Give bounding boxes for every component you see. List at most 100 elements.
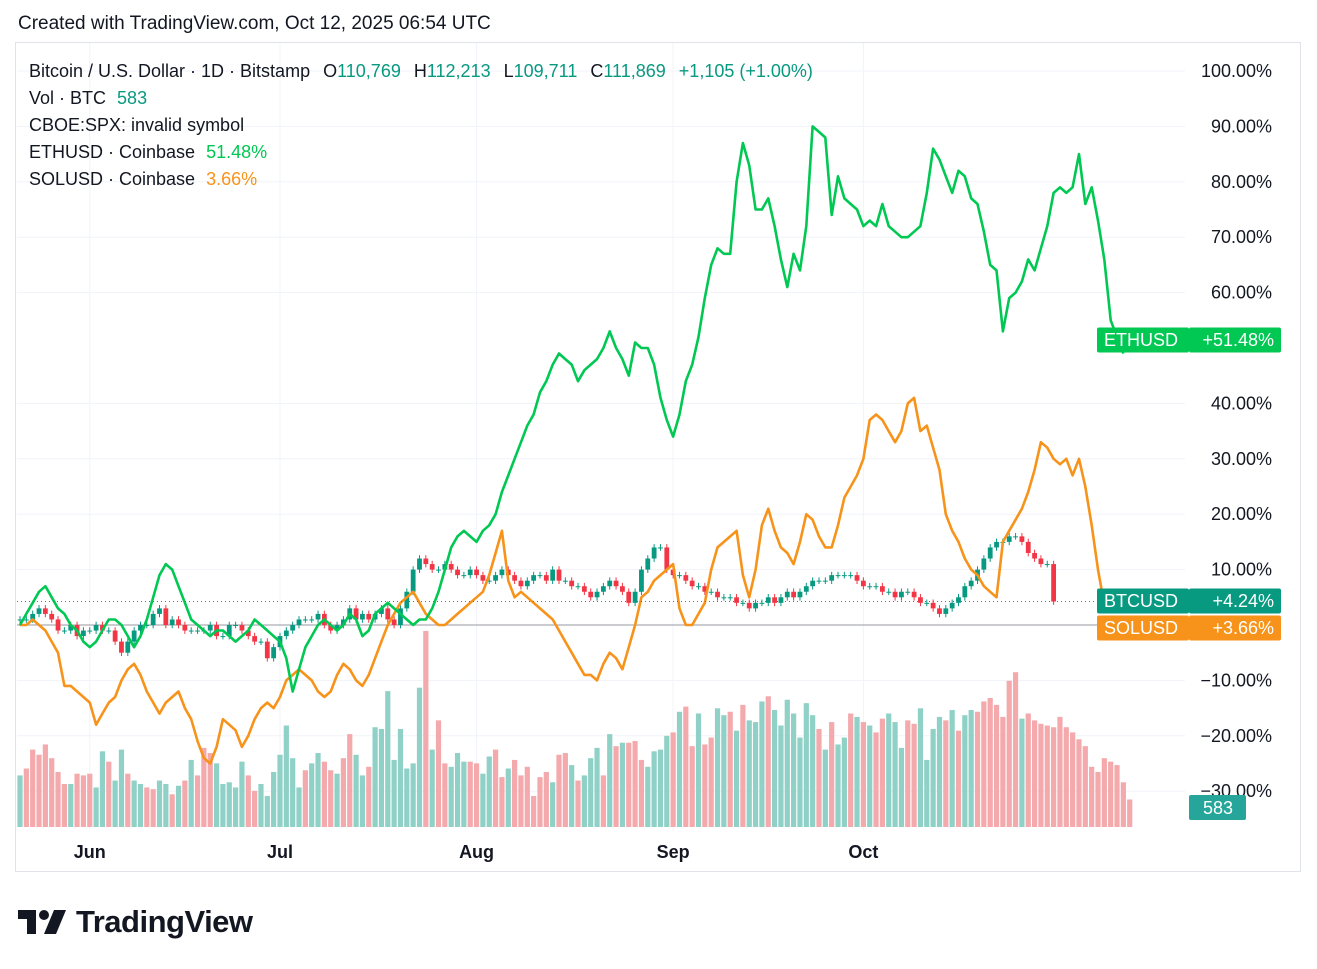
volume-bar bbox=[144, 787, 150, 827]
volume-bar bbox=[61, 784, 67, 827]
btc-candle bbox=[467, 569, 473, 576]
volume-bar bbox=[1063, 727, 1069, 827]
volume-bar bbox=[829, 722, 835, 827]
btc-candle bbox=[353, 608, 359, 620]
chart-frame[interactable] bbox=[15, 42, 1301, 872]
volume-bar bbox=[512, 759, 518, 827]
btc-candle bbox=[956, 597, 961, 603]
ethusd-value-badge bbox=[1189, 327, 1281, 353]
volume-bar bbox=[550, 782, 556, 827]
volume-bar bbox=[245, 775, 251, 827]
volume-bar bbox=[816, 728, 822, 827]
volume-bar bbox=[201, 747, 207, 827]
legend-change-value: +1,105 (+1.00%) bbox=[678, 61, 813, 81]
volume-bar bbox=[1057, 716, 1063, 827]
volume-bar bbox=[150, 789, 156, 827]
legend-spx-label[interactable]: CBOE:SPX: invalid symbol bbox=[29, 115, 245, 135]
volume-bar bbox=[987, 698, 993, 827]
volume-bar bbox=[30, 749, 36, 827]
volume-bar bbox=[873, 732, 879, 827]
legend-eth-label[interactable]: ETHUSD · Coinbase bbox=[29, 142, 196, 162]
volume-bar bbox=[892, 722, 898, 827]
volume-bar bbox=[968, 710, 974, 827]
volume-bar bbox=[442, 763, 448, 827]
volume-bar bbox=[981, 701, 987, 827]
btc-candle bbox=[455, 569, 460, 576]
volume-bar bbox=[524, 766, 530, 827]
volume-bar bbox=[695, 713, 702, 827]
btc-candle bbox=[594, 591, 600, 598]
volume-bar bbox=[435, 720, 442, 827]
btc-candle bbox=[207, 625, 213, 631]
volume-bar bbox=[429, 749, 435, 827]
volume-bar bbox=[163, 784, 169, 827]
btc-candle bbox=[391, 619, 397, 625]
btc-candle bbox=[626, 591, 632, 603]
tradingview-logo-icon bbox=[18, 910, 66, 934]
x-axis-tick-label: Oct bbox=[848, 842, 878, 862]
volume-bar bbox=[803, 703, 809, 827]
legend-vol-label[interactable]: Vol · BTC bbox=[29, 88, 107, 108]
btc-candle bbox=[848, 575, 854, 577]
volume-bar bbox=[708, 737, 714, 827]
volume-bar bbox=[461, 761, 467, 827]
volume-bar bbox=[480, 773, 486, 827]
y-axis-tick-label: 40.00% bbox=[1211, 393, 1272, 413]
tradingview-logo: TradingView bbox=[18, 903, 253, 941]
volume-bar bbox=[600, 775, 606, 827]
y-axis-tick-label: 60.00% bbox=[1211, 283, 1272, 303]
volume-bar bbox=[1038, 723, 1044, 827]
btc-candle bbox=[841, 575, 847, 577]
volume-bar bbox=[233, 787, 239, 827]
btc-candle bbox=[880, 586, 885, 592]
legend-row-sol: SOLUSD · Coinbase 3.66% bbox=[29, 166, 813, 193]
legend-close-label: C bbox=[590, 61, 604, 81]
volume-bar bbox=[791, 713, 797, 827]
volume-bar bbox=[949, 710, 955, 827]
btc-candle bbox=[600, 586, 606, 592]
ethusd-line bbox=[18, 125, 1125, 693]
btc-candle bbox=[689, 580, 695, 587]
volume-bar bbox=[194, 775, 201, 827]
btc-candle bbox=[937, 608, 942, 614]
btc-candle bbox=[264, 641, 270, 659]
btc-candle bbox=[461, 575, 467, 577]
btc-candle bbox=[61, 630, 67, 632]
volume-bar bbox=[467, 761, 473, 827]
btc-candle bbox=[1019, 536, 1025, 542]
volume-bar bbox=[569, 765, 575, 827]
volume-bar bbox=[448, 766, 454, 827]
btc-candle bbox=[334, 625, 340, 631]
btc-candle bbox=[562, 580, 568, 582]
btc-candle bbox=[531, 575, 537, 581]
btc-candle bbox=[759, 602, 765, 604]
volume-bar bbox=[607, 734, 613, 827]
volume-bar bbox=[898, 747, 905, 827]
btc-candle bbox=[17, 619, 23, 621]
volume-bar bbox=[765, 696, 771, 827]
btc-candle bbox=[930, 602, 936, 609]
btc-candle bbox=[835, 575, 841, 577]
btc-candle bbox=[911, 591, 917, 598]
solusd-value-text: +3.66% bbox=[1212, 618, 1274, 638]
btc-candle bbox=[486, 580, 492, 582]
created-with-line: Created with TradingView.com, Oct 12, 20… bbox=[18, 13, 491, 34]
legend-symbol[interactable]: Bitcoin / U.S. Dollar · 1D · Bitstamp bbox=[29, 61, 311, 81]
volume-bar bbox=[860, 722, 866, 827]
btc-candle bbox=[81, 630, 86, 637]
volume-bar bbox=[473, 763, 480, 827]
btc-candle bbox=[575, 586, 581, 588]
btc-candle bbox=[905, 591, 911, 593]
legend-sol-label[interactable]: SOLUSD · Coinbase bbox=[29, 169, 196, 189]
btc-candle bbox=[448, 564, 454, 570]
volume-bar bbox=[239, 761, 245, 827]
volume-bar bbox=[537, 777, 543, 827]
btc-candle bbox=[410, 569, 416, 592]
volume-bar bbox=[867, 725, 873, 827]
btc-candle bbox=[271, 647, 277, 659]
btc-candle bbox=[822, 580, 828, 582]
volume-bar bbox=[955, 730, 962, 827]
volume-bar bbox=[328, 770, 334, 827]
solusd-label-badge bbox=[1097, 615, 1189, 641]
